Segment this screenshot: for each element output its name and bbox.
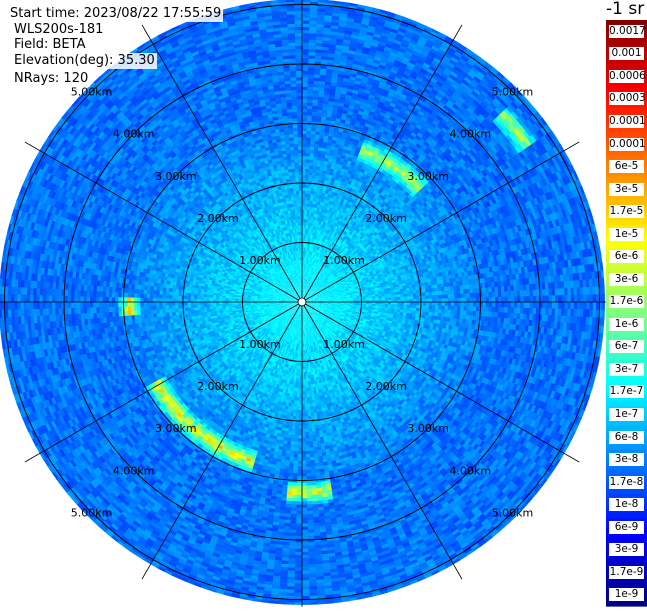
polar-ppi-chart: 1.00km1.00km1.00km1.00km2.00km2.00km2.00…	[0, 0, 647, 607]
polar-plot-svg: 1.00km1.00km1.00km1.00km2.00km2.00km2.00…	[0, 0, 647, 607]
